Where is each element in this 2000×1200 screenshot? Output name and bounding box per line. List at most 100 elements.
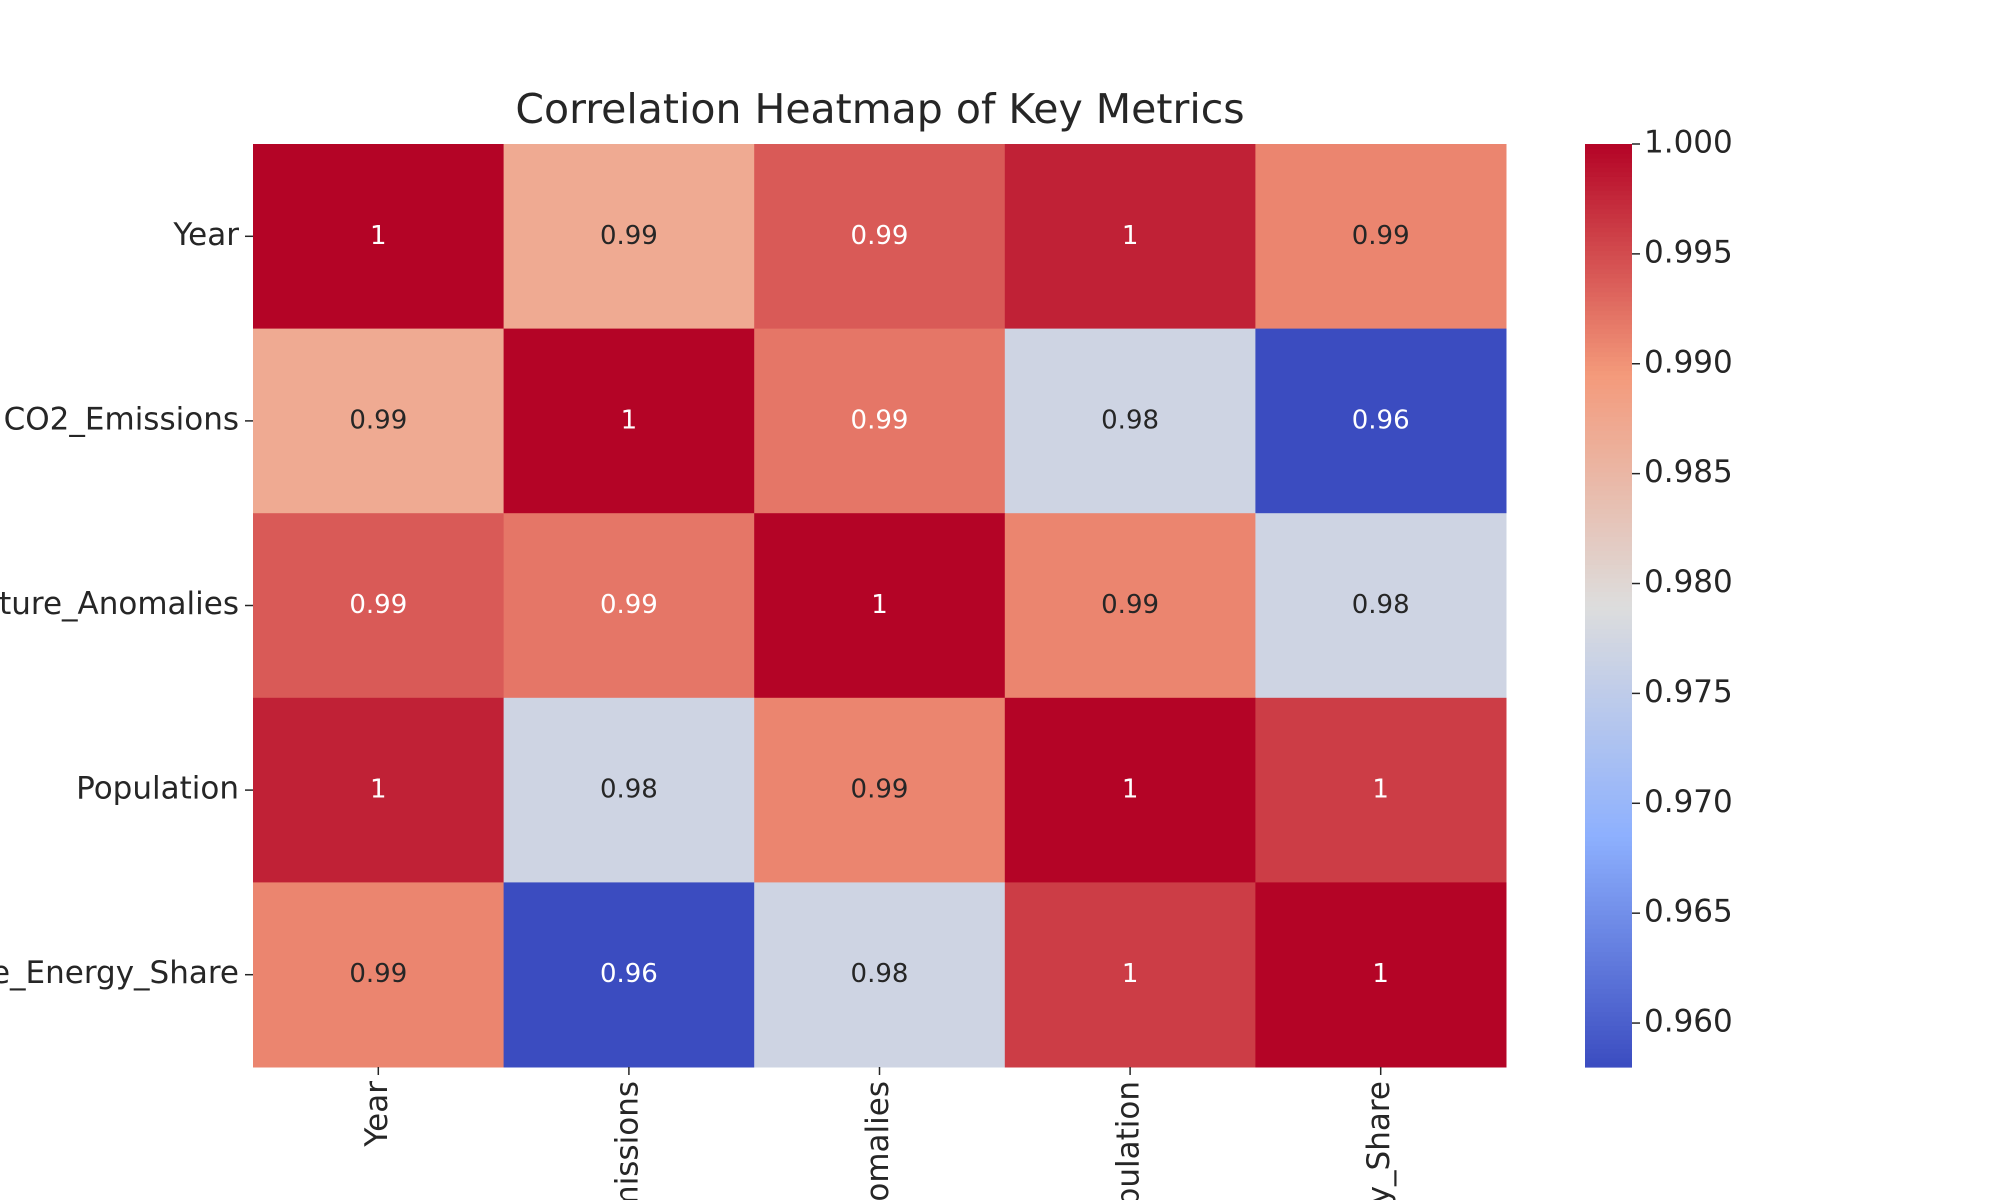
colorbar-segment <box>1585 531 1632 537</box>
colorbar-segment <box>1585 1011 1632 1017</box>
colorbar-segment <box>1585 979 1632 985</box>
colorbar-segment <box>1585 416 1632 422</box>
colorbar-segment <box>1585 997 1632 1003</box>
colorbar-segment <box>1585 937 1632 943</box>
colorbar-segment <box>1585 374 1632 380</box>
colorbar-segment <box>1585 923 1632 930</box>
cell-label: 1 <box>1372 775 1389 805</box>
heatmap-cell <box>1255 328 1507 514</box>
colorbar-segment <box>1585 614 1632 620</box>
cell-label: 0.99 <box>851 221 909 251</box>
heatmap-cell <box>754 513 1006 699</box>
colorbar-segment <box>1585 776 1632 782</box>
colorbar-segment <box>1585 762 1632 768</box>
colorbar-segment <box>1585 808 1632 814</box>
colorbar-segment <box>1585 240 1632 247</box>
colorbar-segment <box>1585 637 1632 644</box>
colorbar-segment <box>1585 351 1632 357</box>
colorbar-segment <box>1585 730 1632 736</box>
colorbar-segment <box>1585 291 1632 297</box>
x-tick-label: Renewable_Energy_Share <box>1361 1081 1397 1200</box>
cell-label: 0.99 <box>600 590 658 620</box>
colorbar-segment <box>1585 734 1632 740</box>
cell-label: 1 <box>1122 775 1139 805</box>
heatmap-cell <box>503 328 755 514</box>
colorbar-segment <box>1585 628 1632 634</box>
colorbar-segment <box>1585 425 1632 431</box>
colorbar-segment <box>1585 453 1632 459</box>
colorbar-segment <box>1585 420 1632 427</box>
y-tick-label: Population <box>76 771 239 807</box>
colorbar-segment <box>1585 360 1632 367</box>
cell-label: 0.99 <box>1352 221 1410 251</box>
heatmap-cell <box>754 144 1006 330</box>
colorbar-segment <box>1585 227 1632 233</box>
heatmap-cell <box>1004 513 1256 699</box>
cell-label: 0.99 <box>851 775 909 805</box>
colorbar-segment <box>1585 993 1632 999</box>
colorbar-segment <box>1585 222 1632 228</box>
colorbar-segment <box>1585 591 1632 597</box>
colorbar-segment <box>1585 900 1632 907</box>
colorbar-segment <box>1585 467 1632 473</box>
colorbar-segment <box>1585 282 1632 288</box>
colorbar-segment <box>1585 323 1632 330</box>
colorbar-segment <box>1585 914 1632 920</box>
colorbar-segment <box>1585 988 1632 994</box>
colorbar-segment <box>1585 490 1632 496</box>
colorbar-segment <box>1585 213 1632 219</box>
colorbar-segment <box>1585 503 1632 510</box>
colorbar-segment <box>1585 254 1632 260</box>
heatmap-cell <box>253 328 505 514</box>
colorbar-segment <box>1585 596 1632 602</box>
colorbar-segment <box>1585 790 1632 796</box>
colorbar-segment <box>1585 388 1632 394</box>
colorbar-segment <box>1585 208 1632 214</box>
colorbar-segment <box>1585 1043 1632 1050</box>
colorbar-segment <box>1585 310 1632 316</box>
colorbar-segment <box>1585 905 1632 911</box>
colorbar-segment <box>1585 1007 1632 1013</box>
colorbar-segment <box>1585 877 1632 883</box>
y-tick-label: Year <box>172 217 239 253</box>
colorbar-segment <box>1585 171 1632 177</box>
colorbar-tick-label: 0.985 <box>1644 454 1733 490</box>
heatmap-cell <box>253 882 505 1068</box>
cell-label: 0.99 <box>600 221 658 251</box>
colorbar-segment <box>1585 974 1632 980</box>
colorbar-segment <box>1585 753 1632 759</box>
colorbar-segment <box>1585 342 1632 348</box>
colorbar-segment <box>1585 577 1632 584</box>
colorbar-segment <box>1585 157 1632 164</box>
colorbar-segment <box>1585 203 1632 210</box>
colorbar-segment <box>1585 513 1632 519</box>
cell-label: 0.99 <box>349 959 407 989</box>
colorbar-segment <box>1585 314 1632 320</box>
colorbar-segment <box>1585 273 1632 279</box>
heatmap-cell <box>1004 882 1256 1068</box>
colorbar-segment <box>1585 891 1632 897</box>
colorbar-segment <box>1585 550 1632 556</box>
colorbar-segment <box>1585 536 1632 542</box>
colorbar-segment <box>1585 707 1632 713</box>
colorbar-segment <box>1585 236 1632 242</box>
colorbar-segment <box>1585 868 1632 874</box>
colorbar-segment <box>1585 365 1632 371</box>
colorbar-segment <box>1585 402 1632 408</box>
heatmap-cell <box>253 144 505 330</box>
heatmap-cell <box>754 882 1006 1068</box>
colorbar-segment <box>1585 480 1632 487</box>
cell-label: 0.98 <box>1352 590 1410 620</box>
colorbar-segment <box>1585 540 1632 547</box>
heatmap-cell <box>1004 697 1256 883</box>
colorbar-segment <box>1585 1020 1632 1027</box>
colorbar-segment <box>1585 1053 1632 1059</box>
colorbar-segment <box>1585 887 1632 893</box>
colorbar-segment <box>1585 688 1632 694</box>
heatmap-cell <box>1255 697 1507 883</box>
colorbar-segment <box>1585 610 1632 616</box>
colorbar-segment <box>1585 448 1632 454</box>
colorbar-segment <box>1585 656 1632 662</box>
colorbar-segment <box>1585 919 1632 925</box>
cell-label: 0.98 <box>851 959 909 989</box>
